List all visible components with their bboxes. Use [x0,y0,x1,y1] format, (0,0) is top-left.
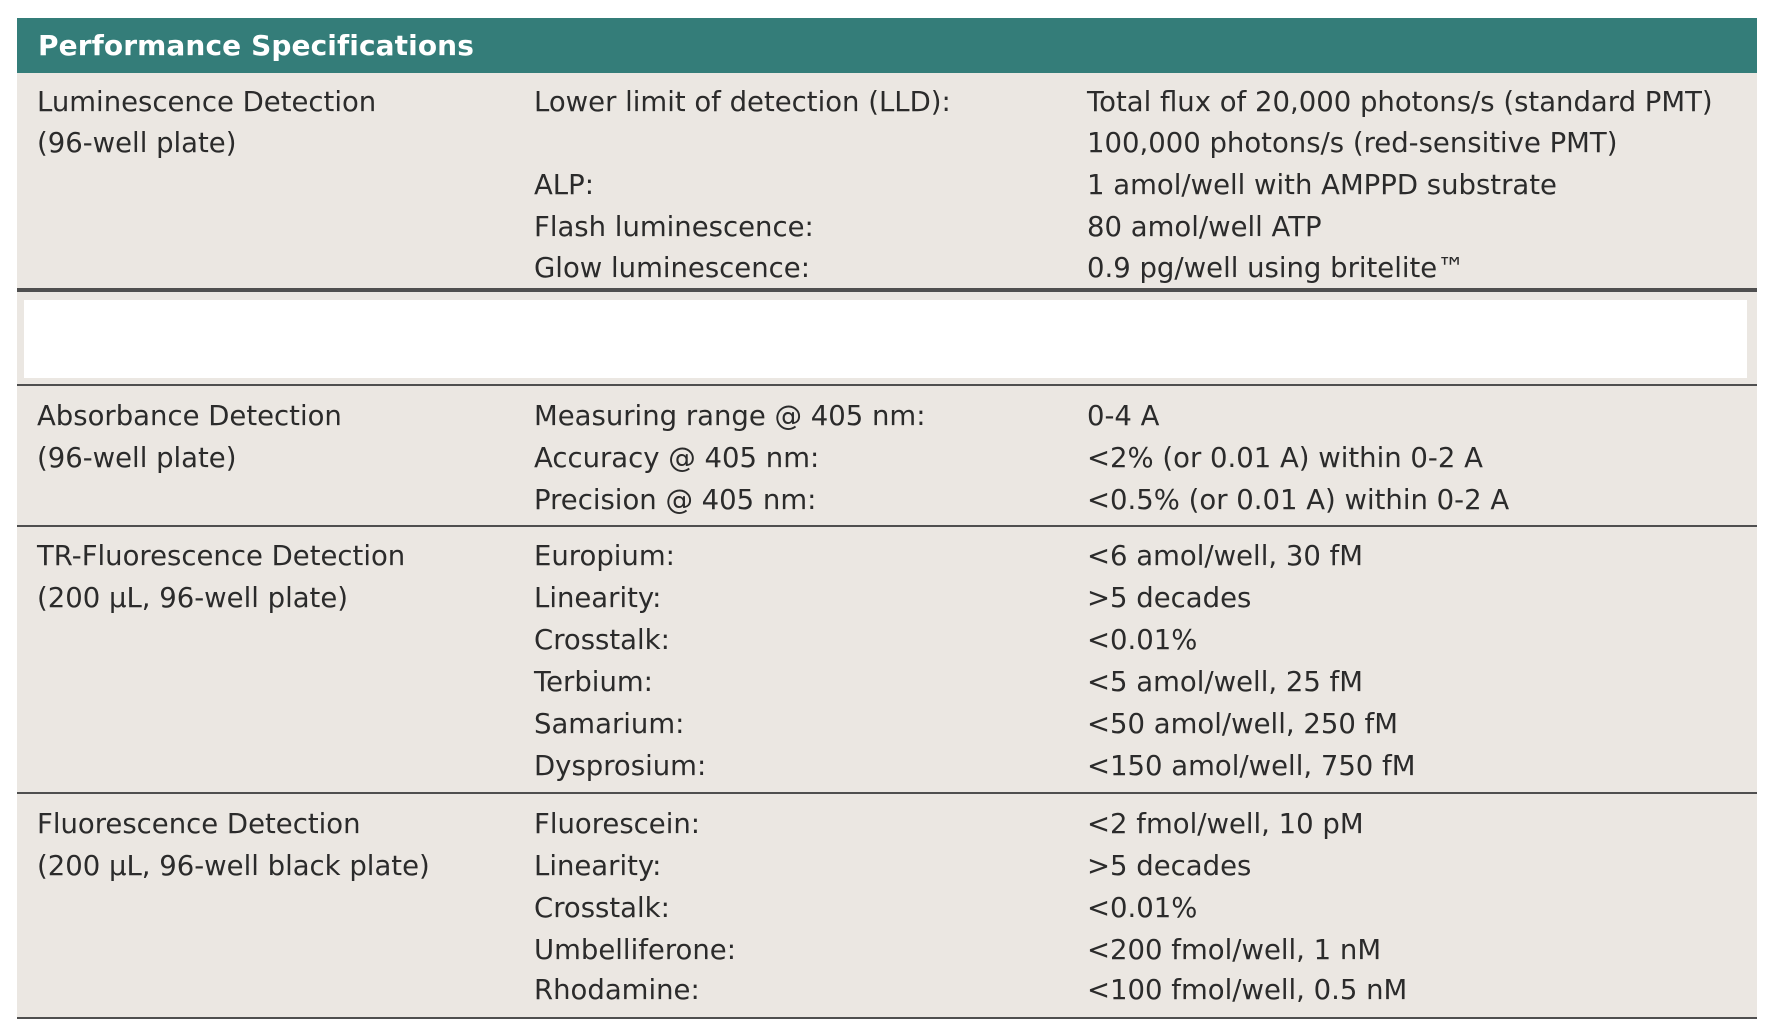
spec-label: Umbelliferone: [534,934,736,966]
spec-label: Crosstalk: [534,892,670,924]
spec-value: <200 fmol/well, 1 nM [1087,934,1382,966]
section-tr-fluorescence: TR-Fluorescence Detection (200 µL, 96-we… [17,527,1757,794]
spec-label: Crosstalk: [534,624,670,656]
section-absorbance: Absorbance Detection (96-well plate) Mea… [17,386,1757,527]
section-luminescence: Luminescence Detection (96-well plate) L… [17,73,1757,290]
blank-panel [24,300,1747,378]
spec-value: >5 decades [1087,582,1252,614]
section-name: TR-Fluorescence Detection [37,540,406,572]
spec-label: Europium: [534,540,675,572]
spec-value: <6 amol/well, 30 fM [1087,540,1363,572]
spec-label: Flash luminescence: [534,211,814,243]
section-name: Fluorescence Detection [37,808,361,840]
spec-label: ALP: [534,169,594,201]
spec-value: 0-4 A [1087,400,1160,432]
spec-label: Accuracy @ 405 nm: [534,442,820,474]
spec-value: 100,000 photons/s (red-sensitive PMT) [1087,127,1618,159]
spec-value: 0.9 pg/well using britelite™ [1087,252,1465,284]
spec-value: <0.5% (or 0.01 A) within 0-2 A [1087,484,1510,516]
spec-label: Dysprosium: [534,750,707,782]
section-name: Absorbance Detection [37,400,342,432]
spec-label: Glow luminescence: [534,252,810,284]
section-subtitle: (200 µL, 96-well plate) [37,582,348,614]
spec-label: Lower limit of detection (LLD): [534,86,951,118]
spec-value: <2 fmol/well, 10 pM [1087,808,1364,840]
table-title: Performance Specifications [38,29,474,62]
section-fluorescence: Fluorescence Detection (200 µL, 96-well … [17,794,1757,1019]
blank-section [17,290,1757,386]
spec-value: <0.01% [1087,624,1198,656]
section-subtitle: (96-well plate) [37,127,237,159]
spec-label: Rhodamine: [534,974,700,1006]
spec-value: Total flux of 20,000 photons/s (standard… [1087,86,1713,118]
spec-label: Terbium: [534,666,653,698]
section-subtitle: (96-well plate) [37,442,237,474]
spec-value: 1 amol/well with AMPPD substrate [1087,169,1557,201]
spec-label: Linearity: [534,850,662,882]
table-header: Performance Specifications [17,18,1757,73]
section-name: Luminescence Detection [37,86,377,118]
spec-value: <100 fmol/well, 0.5 nM [1087,974,1408,1006]
spec-value: <150 amol/well, 750 fM [1087,750,1416,782]
spec-label: Samarium: [534,708,685,740]
spec-label: Measuring range @ 405 nm: [534,400,926,432]
section-subtitle: (200 µL, 96-well black plate) [37,850,430,882]
spec-value: <5 amol/well, 25 fM [1087,666,1363,698]
spec-value: <0.01% [1087,892,1198,924]
spec-value: <2% (or 0.01 A) within 0-2 A [1087,442,1483,474]
spec-label: Fluorescein: [534,808,701,840]
spec-value: <50 amol/well, 250 fM [1087,708,1398,740]
spec-value: >5 decades [1087,850,1252,882]
spec-value: 80 amol/well ATP [1087,211,1322,243]
spec-label: Linearity: [534,582,662,614]
spec-label: Precision @ 405 nm: [534,484,817,516]
